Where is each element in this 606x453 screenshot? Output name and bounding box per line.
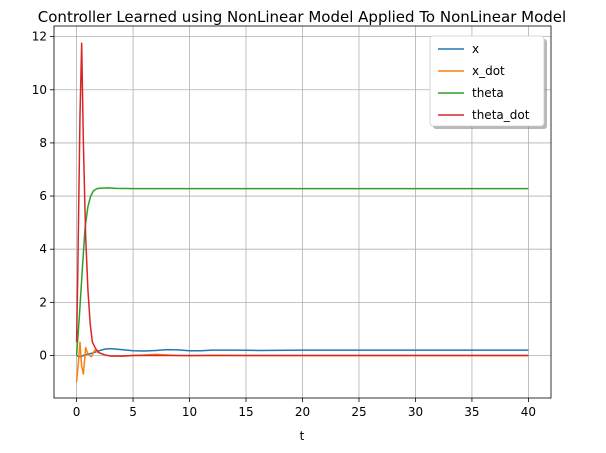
chart-title: Controller Learned using NonLinear Model… xyxy=(38,8,566,26)
y-ticks: 0 2 4 6 8 10 12 xyxy=(32,30,54,362)
x-tick-label: 30 xyxy=(408,405,423,419)
y-tick-label: 10 xyxy=(32,83,47,97)
x-tick-label: 35 xyxy=(464,405,479,419)
x-tick-label: 15 xyxy=(238,405,253,419)
grid-lines xyxy=(54,26,551,398)
y-tick-label: 2 xyxy=(39,295,47,309)
x-tick-label: 0 xyxy=(73,405,81,419)
legend-label: x xyxy=(472,42,479,56)
y-tick-label: 8 xyxy=(39,136,47,150)
legend-label: theta_dot xyxy=(472,108,530,122)
x-tick-label: 40 xyxy=(521,405,536,419)
x-tick-label: 5 xyxy=(129,405,137,419)
legend-label: x_dot xyxy=(472,64,505,78)
series-line-theta xyxy=(75,187,529,356)
legend-box xyxy=(429,35,545,127)
x-tick-label: 25 xyxy=(351,405,366,419)
legend-label: theta xyxy=(472,86,504,100)
x-tick-label: 10 xyxy=(182,405,197,419)
x-axis-label: t xyxy=(300,429,305,443)
x-tick-label: 20 xyxy=(295,405,310,419)
y-tick-label: 4 xyxy=(39,242,47,256)
series-lines xyxy=(75,42,529,383)
y-tick-label: 6 xyxy=(39,189,47,203)
y-tick-label: 0 xyxy=(39,348,47,362)
x-ticks: 0 5 10 15 20 25 30 35 40 xyxy=(73,398,536,419)
y-tick-label: 12 xyxy=(32,30,47,44)
series-line-theta-dot xyxy=(75,42,529,357)
